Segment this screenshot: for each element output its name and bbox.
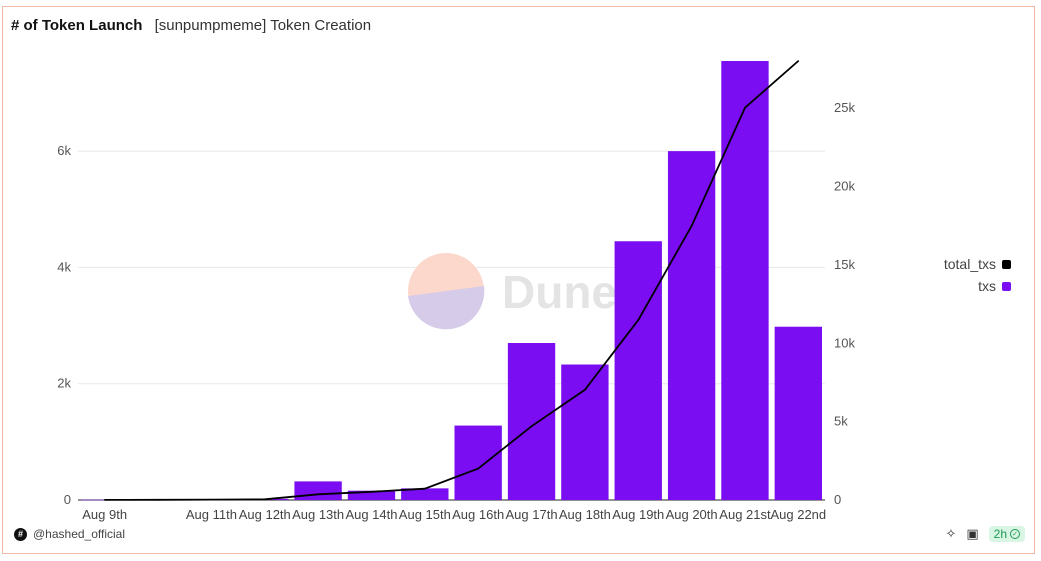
left-y-tick-4k: 4k	[57, 259, 71, 274]
bar-aug-22nd	[774, 326, 822, 500]
x-tick-aug-16th: Aug 16th	[452, 507, 504, 522]
footer-author[interactable]: # @hashed_official	[14, 527, 125, 541]
author-avatar-icon: #	[14, 527, 27, 541]
watermark-logo-bottom	[408, 286, 485, 330]
legend-label-total-txs: total_txs	[944, 256, 996, 272]
footer-actions: ✧ ▣ 2h ✓	[945, 526, 1025, 542]
chart-subtitle: [sunpumpmeme] Token Creation	[154, 17, 372, 34]
x-tick-aug-18th: Aug 18th	[559, 507, 611, 522]
total-txs-point-0	[103, 499, 106, 501]
x-tick-aug-17th: Aug 17th	[506, 507, 558, 522]
x-tick-aug-19th: Aug 19th	[612, 507, 664, 522]
x-tick-aug-9th: Aug 9th	[82, 507, 127, 522]
total-txs-line	[104, 60, 799, 501]
bar-aug-19th	[614, 241, 662, 501]
right-y-tick-10k: 10k	[834, 335, 855, 350]
camera-icon[interactable]: ▣	[966, 526, 979, 541]
legend-label-txs: txs	[978, 278, 996, 294]
x-tick-aug-21st: Aug 21st	[719, 507, 771, 522]
refresh-badge[interactable]: 2h ✓	[988, 526, 1025, 542]
x-tick-aug-22nd: Aug 22nd	[770, 507, 826, 522]
watermark-text: Dune	[502, 266, 617, 318]
left-y-tick-2k: 2k	[57, 376, 71, 391]
author-name: @hashed_official	[33, 527, 126, 541]
bar-aug-15th	[401, 488, 449, 500]
x-tick-aug-20th: Aug 20th	[666, 507, 718, 522]
dune-watermark: Dune	[408, 253, 617, 330]
right-y-tick-0: 0	[834, 492, 841, 507]
bar-aug-18th	[561, 364, 609, 500]
legend-swatch-total-txs	[1002, 260, 1011, 269]
total-txs-point-1	[157, 498, 159, 501]
bar-aug-21st	[721, 61, 769, 500]
fork-icon[interactable]: ✧	[945, 526, 957, 541]
line-series-total-txs	[103, 60, 800, 501]
bar-aug-16th	[454, 425, 502, 500]
total-txs-point-6	[424, 487, 426, 490]
chart-title: # of Token Launch	[11, 17, 143, 34]
x-axis: Aug 9th Aug 11th Aug 12th Aug 13th Aug 14th A…	[82, 507, 826, 522]
left-y-tick-0: 0	[64, 492, 71, 507]
bar-aug-13th	[294, 481, 342, 500]
legend-swatch-txs	[1002, 282, 1011, 291]
total-txs-point-7	[477, 467, 479, 470]
total-txs-point-11	[690, 225, 693, 227]
right-y-tick-25k: 25k	[834, 100, 855, 115]
right-y-tick-5k: 5k	[834, 414, 848, 429]
total-txs-point-10	[637, 319, 640, 321]
total-txs-point-4	[317, 493, 319, 496]
check-circle-icon: ✓	[1010, 529, 1020, 539]
total-txs-point-9	[584, 388, 586, 391]
total-txs-point-5	[370, 491, 373, 493]
left-y-axis: 0 2k 4k 6k	[57, 143, 71, 507]
chart-title-row: # of Token Launch [sunpumpmeme] Token Cr…	[11, 17, 371, 34]
total-txs-point-12	[744, 106, 746, 109]
right-y-axis: 0 5k 10k 15k 20k 25k	[834, 100, 855, 507]
x-tick-aug-12th: Aug 12th	[239, 507, 291, 522]
refresh-badge-text: 2h	[993, 527, 1007, 541]
x-tick-aug-13th: Aug 13th	[292, 507, 344, 522]
bar-aug-17th	[507, 343, 556, 500]
bar-aug-20th	[667, 151, 716, 500]
x-tick-aug-11th: Aug 11th	[186, 507, 237, 522]
bar-aug-14th	[347, 490, 396, 500]
bar-series-txs	[81, 61, 822, 501]
left-y-tick-6k: 6k	[57, 143, 71, 158]
total-txs-point-8	[530, 425, 533, 428]
x-tick-aug-15th: Aug 15th	[399, 507, 451, 522]
right-y-tick-20k: 20k	[834, 179, 855, 194]
total-txs-point-3	[263, 498, 266, 501]
right-y-tick-15k: 15k	[834, 257, 855, 272]
total-txs-point-2	[210, 498, 213, 501]
total-txs-point-13	[797, 60, 800, 62]
x-tick-aug-14th: Aug 14th	[345, 507, 397, 522]
